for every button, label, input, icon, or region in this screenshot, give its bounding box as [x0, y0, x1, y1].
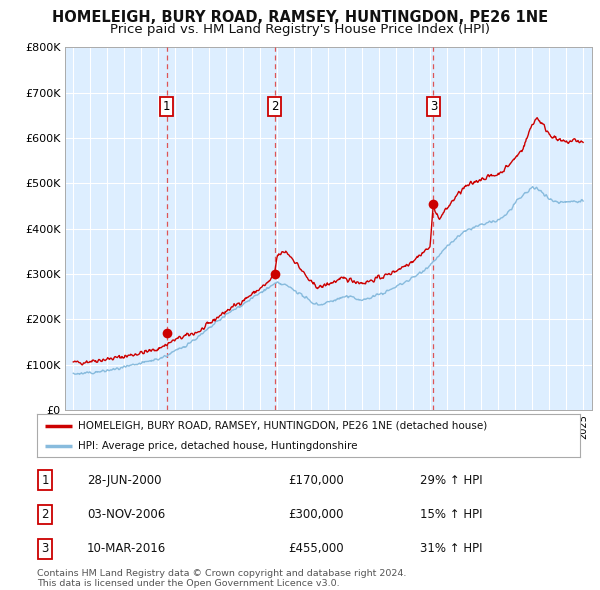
Text: 28-JUN-2000: 28-JUN-2000 [87, 474, 161, 487]
Text: 2: 2 [41, 508, 49, 521]
Text: HOMELEIGH, BURY ROAD, RAMSEY, HUNTINGDON, PE26 1NE: HOMELEIGH, BURY ROAD, RAMSEY, HUNTINGDON… [52, 10, 548, 25]
Text: 3: 3 [430, 100, 437, 113]
Text: 2: 2 [271, 100, 278, 113]
Text: 3: 3 [41, 542, 49, 555]
Text: 10-MAR-2016: 10-MAR-2016 [87, 542, 166, 555]
Text: 29% ↑ HPI: 29% ↑ HPI [420, 474, 482, 487]
Text: £455,000: £455,000 [288, 542, 344, 555]
Text: Price paid vs. HM Land Registry's House Price Index (HPI): Price paid vs. HM Land Registry's House … [110, 23, 490, 36]
Text: 31% ↑ HPI: 31% ↑ HPI [420, 542, 482, 555]
Text: Contains HM Land Registry data © Crown copyright and database right 2024.
This d: Contains HM Land Registry data © Crown c… [37, 569, 407, 588]
Text: £300,000: £300,000 [288, 508, 343, 521]
Text: 03-NOV-2006: 03-NOV-2006 [87, 508, 165, 521]
Text: 1: 1 [163, 100, 170, 113]
Text: £170,000: £170,000 [288, 474, 344, 487]
Text: HPI: Average price, detached house, Huntingdonshire: HPI: Average price, detached house, Hunt… [78, 441, 358, 451]
Text: 15% ↑ HPI: 15% ↑ HPI [420, 508, 482, 521]
Text: HOMELEIGH, BURY ROAD, RAMSEY, HUNTINGDON, PE26 1NE (detached house): HOMELEIGH, BURY ROAD, RAMSEY, HUNTINGDON… [78, 421, 487, 431]
Text: 1: 1 [41, 474, 49, 487]
